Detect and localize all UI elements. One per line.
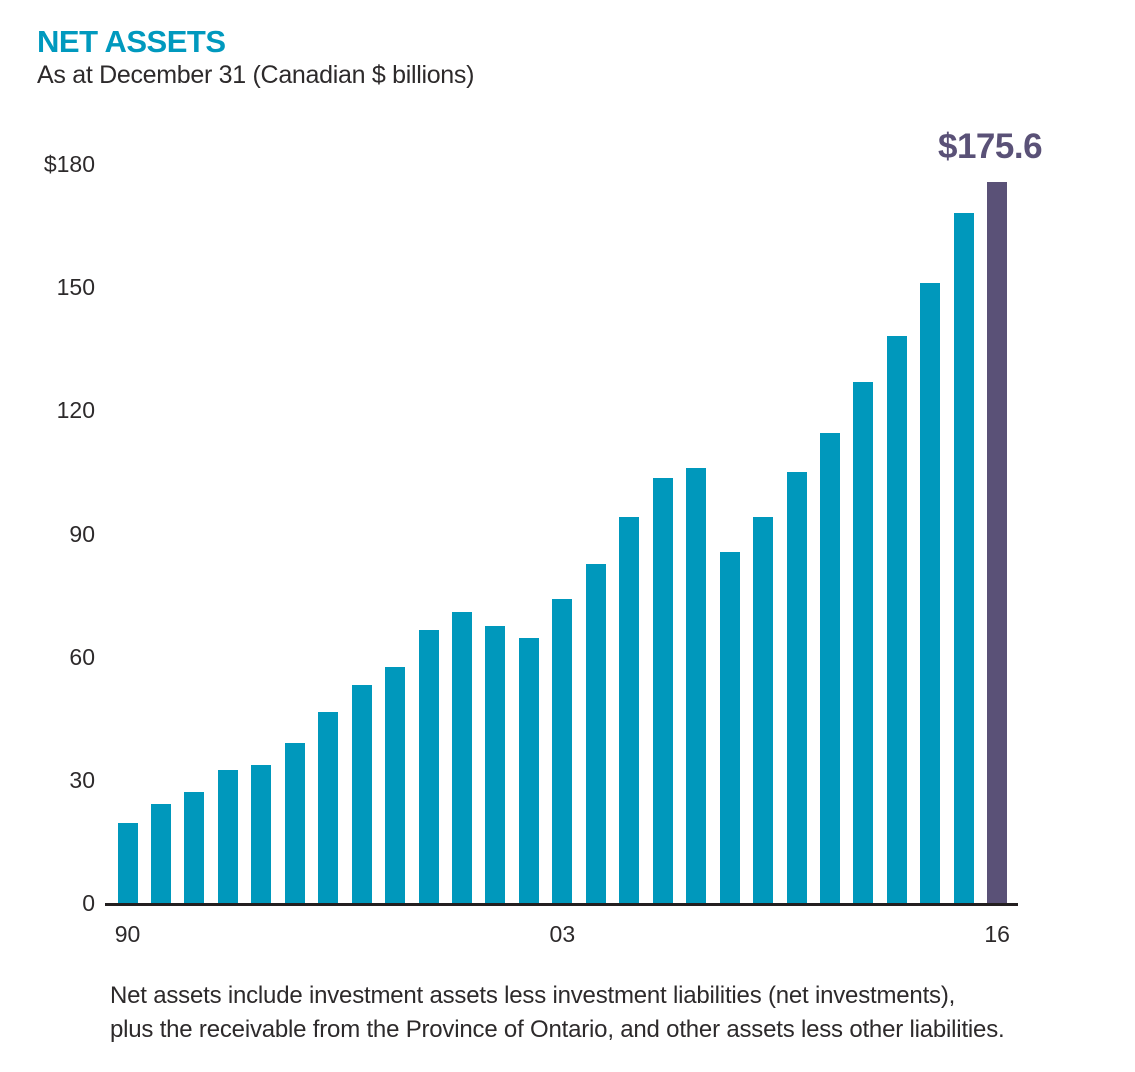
bar-1999 bbox=[418, 630, 439, 903]
bar-2000 bbox=[452, 612, 472, 903]
bar-1990 bbox=[117, 823, 138, 903]
bar-1998 bbox=[385, 667, 406, 903]
bar-1995 bbox=[284, 743, 305, 903]
bar-2015 bbox=[953, 213, 974, 903]
highlight-value-label: $175.6 bbox=[938, 127, 1043, 166]
plot-area bbox=[105, 164, 1018, 906]
y-tick-60: 60 bbox=[69, 643, 95, 670]
x-tick-90: 90 bbox=[114, 921, 141, 947]
bar-2012 bbox=[853, 382, 874, 903]
y-tick-90: 90 bbox=[69, 520, 95, 547]
footnote-line-2: plus the receivable from the Province of… bbox=[110, 1016, 1005, 1043]
bar-2016 bbox=[987, 182, 1008, 903]
x-tick-03: 03 bbox=[549, 921, 576, 947]
bar-1996 bbox=[318, 712, 339, 903]
y-tick-30: 30 bbox=[69, 766, 95, 793]
bar-1997 bbox=[351, 685, 372, 903]
bar-1994 bbox=[251, 765, 272, 903]
chart-subtitle: As at December 31 (Canadian $ billions) bbox=[37, 61, 475, 89]
bar-1993 bbox=[217, 770, 238, 903]
chart-title: NET ASSETS bbox=[37, 24, 226, 59]
bar-2006 bbox=[652, 478, 673, 903]
chart-footnote: Net assets include investment assets les… bbox=[110, 979, 1125, 1047]
bar-1992 bbox=[184, 792, 205, 903]
y-tick-120: 120 bbox=[56, 397, 95, 424]
x-tick-16: 16 bbox=[984, 921, 1010, 947]
bar-2014 bbox=[920, 283, 941, 903]
bar-2002 bbox=[518, 638, 539, 903]
y-tick-150: 150 bbox=[56, 274, 95, 301]
y-tick-180: $180 bbox=[43, 151, 95, 177]
bar-2003 bbox=[552, 599, 573, 903]
bar-2007 bbox=[686, 468, 707, 903]
bar-2004 bbox=[585, 564, 606, 903]
bar-2013 bbox=[886, 336, 907, 903]
bar-2009 bbox=[753, 517, 774, 903]
bar-2008 bbox=[719, 552, 740, 903]
bar-2005 bbox=[619, 517, 640, 903]
footnote-line-1: Net assets include investment assets les… bbox=[110, 982, 956, 1009]
y-tick-0: 0 bbox=[82, 890, 95, 916]
bar-2011 bbox=[819, 433, 840, 903]
bar-1991 bbox=[150, 804, 171, 903]
bar-2010 bbox=[786, 472, 807, 903]
bar-2001 bbox=[485, 626, 506, 903]
